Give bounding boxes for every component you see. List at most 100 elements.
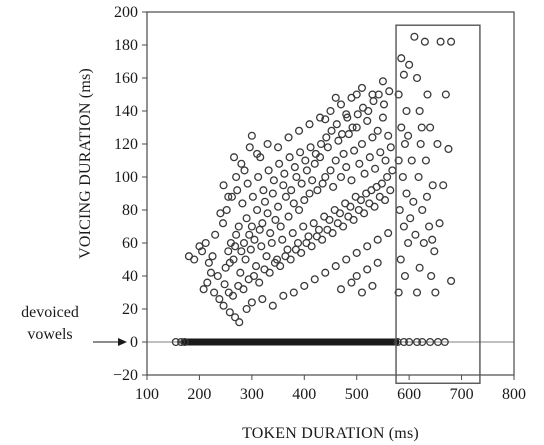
data-point [368,90,377,99]
data-point [231,313,240,322]
data-point [414,172,423,182]
data-point [394,156,403,165]
data-point [377,179,386,188]
data-point [428,181,437,190]
annotation-line-1: devoiced [21,304,79,321]
data-point [360,169,369,178]
data-point [352,90,361,99]
data-point [245,230,254,239]
data-point [227,192,236,201]
data-point [331,156,340,165]
data-point [321,268,330,277]
data-point [190,255,199,264]
data-point [279,181,288,190]
x-axis-title: TOKEN DURATION (ms) [242,425,419,442]
data-point [297,179,306,188]
data-point [237,247,246,256]
data-point [180,337,189,347]
data-point [285,153,294,162]
data-point [231,242,240,251]
y-tick-label: 0 [130,334,138,351]
data-point [228,291,238,300]
data-point [378,113,387,122]
data-point [406,214,415,223]
data-point [373,126,382,135]
data-point [278,235,287,244]
data-point [280,169,289,178]
devoiced-vowels-annotation: devoiced vowels [21,304,127,346]
data-point [284,212,293,221]
data-point [355,159,364,168]
data-point [258,295,267,304]
data-point [318,235,327,244]
data-point [416,139,425,149]
data-point [262,252,271,261]
data-point [233,186,242,195]
data-point [447,276,456,286]
data-point [327,126,336,135]
data-point [379,100,389,109]
data-point [232,172,241,182]
data-point [307,242,316,251]
y-axis-title: VOICING DURATION (ms) [77,68,94,259]
data-point [363,265,372,274]
data-point [364,106,373,116]
data-point [318,179,327,188]
data-point [279,291,288,300]
data-point [308,176,317,185]
data-point [412,73,422,83]
data-point [422,192,432,201]
data-point [263,209,272,218]
data-point [365,153,374,162]
data-point [199,285,208,294]
data-point [398,172,407,182]
x-tick-label: 300 [240,386,264,403]
data-point [335,209,344,218]
data-point [423,90,432,99]
data-point [418,205,427,215]
data-point [311,149,320,158]
data-point [420,37,429,46]
y-tick-label: 140 [114,103,138,120]
y-tick-label: 80 [122,202,138,219]
data-point [412,288,422,297]
data-point [417,123,426,132]
data-point [410,32,419,41]
data-point [296,148,305,157]
data-point [393,337,402,347]
y-tick-label: 100 [114,169,138,186]
data-point [399,222,408,231]
data-point [350,146,359,155]
data-point [305,189,314,198]
data-point [289,199,298,208]
data-point [177,337,186,347]
data-point [252,262,261,271]
data-point [348,123,357,132]
data-point [204,258,213,267]
data-point [240,166,249,175]
data-point [290,163,299,172]
data-point [383,172,392,182]
data-point [250,235,259,244]
data-point [357,83,367,92]
data-point [302,166,311,175]
data-point [241,255,250,264]
data-point [299,222,308,231]
data-point [402,106,411,116]
data-point [342,163,351,172]
data-point [249,271,259,281]
data-point [247,298,256,307]
plot-frame [146,11,515,376]
data-point [427,271,436,281]
data-points [171,32,456,347]
data-point [247,131,256,140]
data-point [430,247,439,256]
y-tick-label: 40 [122,268,138,285]
x-tick-label: 400 [292,386,316,403]
data-point [370,202,379,211]
data-point [229,153,239,162]
data-point [237,159,246,168]
data-point [326,106,335,116]
data-point [248,192,257,201]
data-point [332,120,341,129]
